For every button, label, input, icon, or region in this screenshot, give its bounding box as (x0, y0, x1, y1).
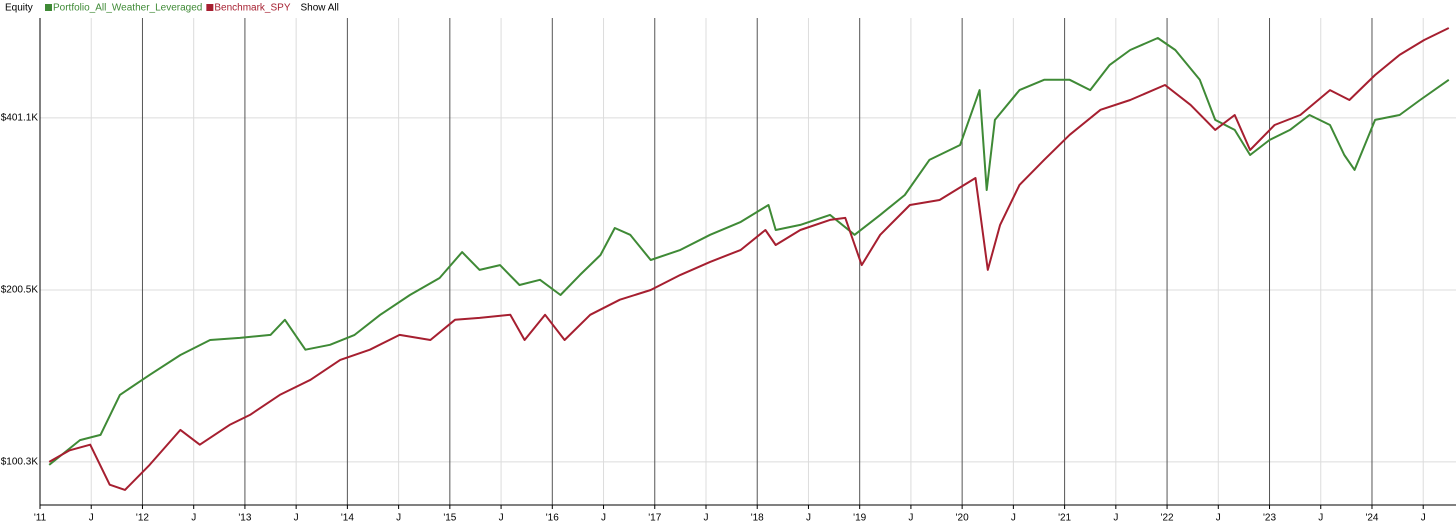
x-tick-label: J (499, 513, 504, 524)
series-line (48, 37, 1450, 466)
x-tick-label: '20 (956, 513, 969, 524)
x-tick-label: '13 (238, 513, 251, 524)
x-tick-label: J (908, 513, 913, 524)
legend-label[interactable]: Benchmark_SPY (214, 3, 290, 14)
legend-swatch[interactable] (45, 4, 52, 11)
x-tick-label: '16 (546, 513, 559, 524)
x-tick-label: '23 (1263, 513, 1276, 524)
y-tick-label: $401.1K (1, 113, 39, 124)
show-all-button[interactable]: Show All (301, 3, 339, 14)
x-tick-label: '11 (34, 513, 47, 524)
x-tick-label: '17 (648, 513, 661, 524)
series-line (48, 27, 1450, 491)
x-tick-label: '12 (136, 513, 149, 524)
x-tick-label: '18 (751, 513, 764, 524)
x-tick-label: '22 (1161, 513, 1174, 524)
x-tick-label: J (703, 513, 708, 524)
x-tick-label: '24 (1365, 513, 1378, 524)
x-tick-label: '19 (853, 513, 866, 524)
x-tick-label: J (1421, 513, 1426, 524)
x-tick-label: J (89, 513, 94, 524)
x-tick-label: J (1216, 513, 1221, 524)
x-tick-label: J (1011, 513, 1016, 524)
x-tick-label: '14 (341, 513, 354, 524)
x-tick-label: J (601, 513, 606, 524)
x-tick-label: J (806, 513, 811, 524)
y-tick-label: $200.5K (1, 285, 39, 296)
x-tick-label: '15 (443, 513, 456, 524)
x-tick-label: J (1113, 513, 1118, 524)
chart-title: Equity (5, 3, 33, 14)
x-tick-label: J (191, 513, 196, 524)
legend-swatch[interactable] (206, 4, 214, 11)
x-tick-label: J (396, 513, 401, 524)
y-tick-label: $100.3K (1, 457, 39, 468)
x-tick-label: '21 (1058, 513, 1071, 524)
x-tick-label: J (294, 513, 299, 524)
legend-label[interactable]: Portfolio_All_Weather_Leveraged (53, 3, 202, 14)
x-tick-label: J (1318, 513, 1323, 524)
